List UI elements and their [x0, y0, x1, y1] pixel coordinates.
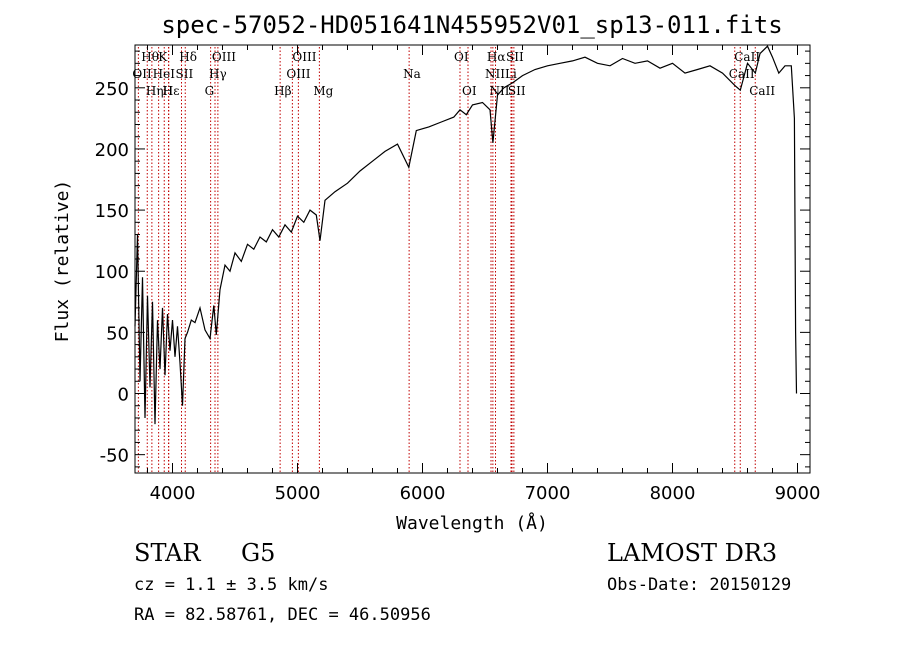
spectral-line-label: Hα: [487, 50, 506, 64]
spectral-line-label: OI: [462, 84, 477, 98]
survey-name: LAMOST DR3: [607, 539, 777, 567]
y-axis-label: Flux (relative): [52, 180, 73, 343]
spectral-line-label: Hδ: [179, 50, 197, 64]
observation-date: Obs-Date: 20150129: [607, 575, 791, 595]
y-tick-label: 50: [106, 323, 129, 344]
spectral-line-label: CaII: [734, 50, 760, 64]
spectral-line-label: K: [158, 50, 168, 64]
x-tick-label: 4000: [150, 483, 196, 504]
chart-title: spec-57052-HD051641N455952V01_sp13-011.f…: [161, 11, 782, 39]
x-tick-label: 7000: [525, 483, 571, 504]
spectral-line-label: Hθ: [141, 50, 159, 64]
y-tick-label: 250: [95, 79, 129, 100]
x-tick-label: 5000: [275, 483, 321, 504]
spectral-line-label: Hε: [163, 84, 180, 98]
spectral-line-label: Hβ: [274, 84, 291, 98]
ra-dec-coordinates: RA = 82.58761, DEC = 46.50956: [134, 605, 431, 625]
y-tick-label: 150: [95, 201, 129, 222]
object-subclass: G5: [241, 539, 275, 567]
x-tick-label: 9000: [775, 483, 821, 504]
spectral-line-labels: Hθ OII Hη K HeI HεH Hδ SII OIII Hγ G OIII OIII Hβ Mg Na…: [132, 50, 775, 98]
spectral-line-label: SII: [176, 67, 194, 81]
spectral-line-label: Na: [403, 67, 421, 81]
y-tick-label: -50: [100, 446, 129, 467]
spectral-line-label: H: [163, 84, 173, 98]
spectral-line-label: Hη: [146, 84, 164, 98]
spectral-line-label: SII: [508, 84, 526, 98]
x-axis-label: Wavelength (Å): [396, 512, 548, 534]
y-tick-label: 0: [118, 385, 129, 406]
spectral-line-label: SII: [506, 50, 524, 64]
spectral-line-label: OIII: [286, 67, 310, 81]
spectral-line-label: Li: [505, 67, 517, 81]
y-axis-ticks: -50 0 50 100 150 200 250: [95, 50, 810, 468]
spectral-line-label: OII: [132, 67, 152, 81]
y-tick-label: 200: [95, 140, 129, 161]
flux-series-line: [134, 45, 798, 425]
x-tick-label: 8000: [650, 483, 696, 504]
spectral-line-label: Mg: [313, 84, 333, 98]
x-tick-label: 6000: [400, 483, 446, 504]
spectral-line-label: NII: [485, 67, 505, 81]
spectral-line-label: OIII: [292, 50, 316, 64]
plot-frame: [134, 44, 811, 474]
x-axis-ticks: 4000 5000 6000 7000 8000 9000: [147, 45, 821, 504]
redshift-cz: cz = 1.1 ± 3.5 km/s: [134, 575, 328, 595]
y-tick-label: 100: [95, 262, 129, 283]
spectral-line-label: OI: [454, 50, 469, 64]
spectral-line-markers: [137, 47, 756, 473]
spectral-line-label: CaII: [729, 67, 755, 81]
spectral-line-label: Hγ: [209, 67, 227, 81]
object-class: STAR: [134, 539, 201, 567]
spectral-line-label: G: [205, 84, 215, 98]
spectral-line-label: HeI: [153, 67, 176, 81]
spectral-line-label: OIII: [212, 50, 236, 64]
spectral-line-label: CaII: [749, 84, 775, 98]
